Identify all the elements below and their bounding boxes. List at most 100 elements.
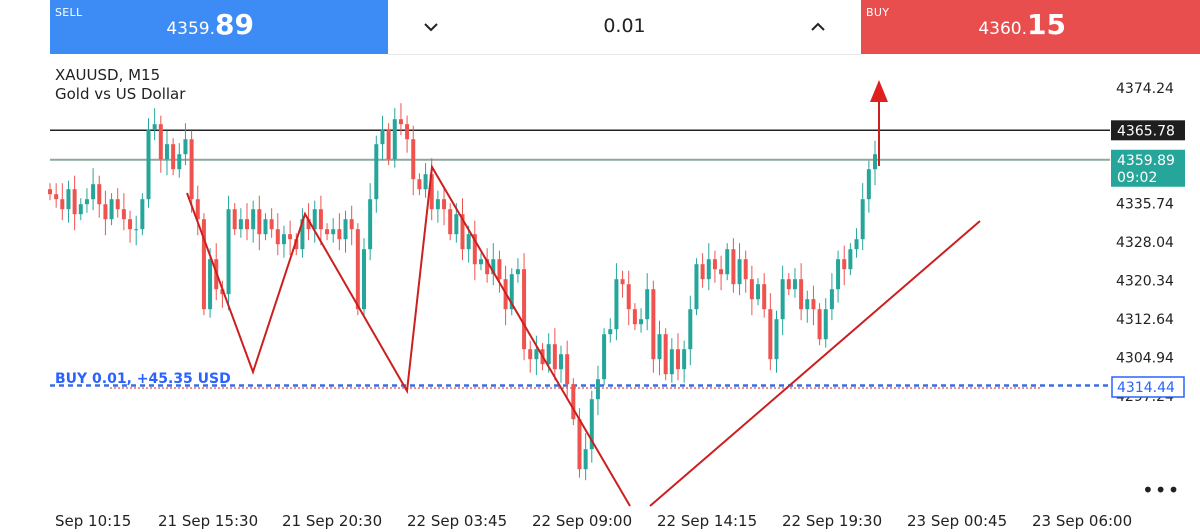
candle <box>589 390 594 463</box>
candle <box>497 250 502 293</box>
candle <box>300 208 305 258</box>
candle <box>571 378 576 426</box>
candle <box>361 238 366 318</box>
candle <box>146 118 151 208</box>
candle <box>632 303 637 331</box>
volume-selector: 0.01 <box>388 0 861 55</box>
time-axis-label: 21 Sep 20:30 <box>282 512 382 530</box>
candle <box>121 193 126 231</box>
candle <box>374 135 379 213</box>
time-axis-label: 22 Sep 03:45 <box>407 512 507 530</box>
candle <box>318 195 323 246</box>
candle <box>405 115 410 153</box>
current-price-tag <box>1111 149 1185 187</box>
candle <box>152 108 157 141</box>
candle <box>620 270 625 298</box>
price-chart[interactable]: BUY 0.01, +45.35 USD 4374.244351.144343.… <box>0 54 1200 532</box>
price-axis-label: 4374.24 <box>1116 81 1174 97</box>
candle <box>251 200 256 243</box>
candle <box>485 248 490 283</box>
candle <box>694 258 699 316</box>
candle <box>171 138 176 176</box>
candle <box>792 268 797 298</box>
candle <box>768 293 773 371</box>
trade-bar: SELL 4359.89 0.01 BUY 4360.15 <box>0 0 1200 55</box>
candle <box>312 200 317 243</box>
position-price-label: 4314.44 <box>1117 380 1175 396</box>
candle <box>380 115 385 161</box>
candle <box>651 280 656 373</box>
candle <box>140 193 145 236</box>
candle <box>682 340 687 383</box>
candle <box>509 268 514 316</box>
candle <box>706 243 711 291</box>
price-axis-label: 4312.64 <box>1116 312 1174 328</box>
candle <box>392 108 397 168</box>
candle <box>238 208 243 238</box>
volume-value[interactable]: 0.01 <box>603 15 646 37</box>
candle <box>491 243 496 286</box>
candle <box>189 130 194 213</box>
candle <box>245 203 250 241</box>
candle <box>343 210 348 253</box>
candle <box>275 213 280 256</box>
candle <box>78 198 83 221</box>
sell-button[interactable]: SELL 4359.89 <box>50 0 388 54</box>
position-label[interactable]: BUY 0.01, +45.35 USD <box>55 371 231 387</box>
candle <box>645 273 650 331</box>
sell-price: 4359.89 <box>166 8 254 41</box>
candle <box>281 225 286 258</box>
candle <box>737 243 742 296</box>
candle <box>528 340 533 373</box>
candle <box>134 215 139 246</box>
candle <box>873 140 877 186</box>
symbol-info: XAUUSD, M15 Gold vs US Dollar <box>55 66 185 104</box>
candle <box>435 190 440 223</box>
buy-price: 4360.15 <box>978 8 1066 41</box>
candle <box>337 213 342 251</box>
candle <box>158 115 163 173</box>
candle <box>478 253 483 271</box>
candle <box>762 273 767 318</box>
candle <box>583 433 588 481</box>
candle <box>398 103 403 136</box>
candle <box>226 195 231 311</box>
candle <box>848 243 853 276</box>
time-axis-label: 22 Sep 14:15 <box>657 512 757 530</box>
candle <box>128 210 133 243</box>
candle <box>743 250 748 293</box>
trendline-drawing[interactable] <box>649 220 981 507</box>
candle <box>608 318 613 343</box>
zigzag-drawing[interactable] <box>186 163 631 507</box>
candle <box>164 130 169 176</box>
candle <box>472 220 477 281</box>
resistance-price-label: 4365.78 <box>1117 123 1175 139</box>
candle <box>466 225 471 263</box>
price-axis-label: 4320.34 <box>1116 274 1174 290</box>
chevron-down-icon[interactable] <box>416 12 446 42</box>
candle <box>103 190 108 236</box>
candle <box>269 208 274 238</box>
candle <box>263 213 268 241</box>
candle-countdown-label: 09:02 <box>1117 170 1157 186</box>
candle <box>823 298 828 348</box>
position-price-tag[interactable] <box>1111 376 1185 398</box>
buy-button[interactable]: BUY 4360.15 <box>861 0 1200 54</box>
candle <box>836 250 841 303</box>
candle <box>60 183 65 221</box>
candle <box>208 248 213 318</box>
price-axis-label: 4335.74 <box>1116 197 1174 213</box>
symbol-description: Gold vs US Dollar <box>55 85 186 103</box>
more-options-icon[interactable]: ••• <box>1142 478 1181 502</box>
candle <box>842 245 847 286</box>
arrow-up-icon[interactable] <box>870 80 888 102</box>
candle <box>811 285 816 326</box>
candle <box>417 173 422 196</box>
candle <box>700 253 705 288</box>
chevron-up-icon[interactable] <box>803 12 833 42</box>
candle <box>731 238 736 293</box>
price-axis-label: 4304.94 <box>1116 351 1174 367</box>
candle <box>602 328 607 386</box>
candle <box>515 258 520 283</box>
candle <box>860 183 865 251</box>
